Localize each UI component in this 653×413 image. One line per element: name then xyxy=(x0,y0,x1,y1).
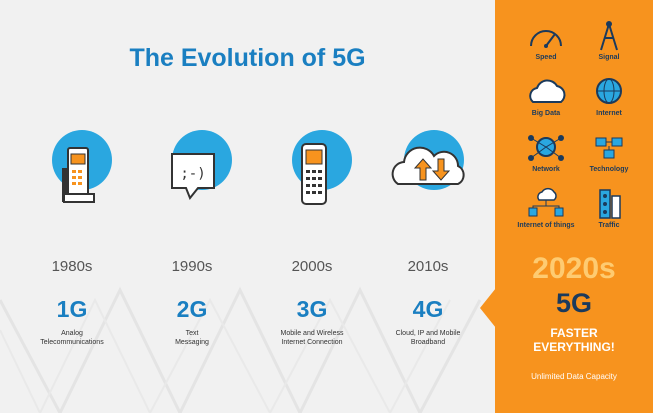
panel-year: 2020s xyxy=(532,252,616,285)
gen-3g: 3G xyxy=(296,296,328,322)
tagline-line-2: EVERYTHING! xyxy=(533,340,615,354)
feature-iot: Internet of things xyxy=(511,186,581,234)
era-2010s xyxy=(372,128,484,228)
5g-panel xyxy=(495,0,653,413)
desc-3g: Mobile and Wireless Internet Connection xyxy=(280,330,344,346)
cloud-sync-icon xyxy=(391,130,465,190)
traffic-icon xyxy=(599,189,621,219)
text-message-icon: ;-) xyxy=(171,130,232,200)
decade-1980s: 1980s xyxy=(51,258,93,275)
panel-5g: 5G xyxy=(555,288,593,318)
tagline-line-1: FASTER xyxy=(550,326,598,340)
desc-2g: Text Messaging xyxy=(175,330,209,346)
gen-4g: 4G xyxy=(412,296,444,322)
page-title: The Evolution of 5G xyxy=(129,44,366,72)
speedometer-icon xyxy=(530,30,562,48)
feature-signal: Signal xyxy=(574,18,644,66)
globe-icon xyxy=(596,78,622,104)
decade-2000s: 2000s xyxy=(291,258,333,275)
feature-network: Network xyxy=(511,130,581,178)
desc-1g: Analog Telecommunications xyxy=(40,330,104,346)
feature-big-data: Big Data xyxy=(511,74,581,122)
network-icon xyxy=(528,135,564,161)
era-1980s xyxy=(16,128,128,228)
gen-1g: 1G xyxy=(56,296,88,322)
svg-text:;-): ;-) xyxy=(180,166,205,182)
panel-tagline: FASTER EVERYTHING! xyxy=(495,326,653,354)
gen-2g: 2G xyxy=(176,296,208,322)
feature-speed: Speed xyxy=(511,18,581,66)
era-2000s xyxy=(256,128,368,228)
era-1990s: ;-) xyxy=(136,128,248,228)
panel-subtitle: Unlimited Data Capacity xyxy=(531,372,617,381)
technology-icon xyxy=(595,137,623,159)
iot-icon xyxy=(528,187,564,217)
big-data-icon xyxy=(529,79,566,103)
decade-1990s: 1990s xyxy=(171,258,213,275)
brick-phone-icon xyxy=(52,130,112,203)
mobile-phone-icon xyxy=(292,130,352,205)
signal-tower-icon xyxy=(600,21,618,51)
background-zigzag xyxy=(0,286,482,413)
feature-internet: Internet xyxy=(574,74,644,122)
feature-technology: Technology xyxy=(574,130,644,178)
desc-4g: Cloud, IP and Mobile Broadband xyxy=(395,330,461,346)
feature-traffic: Traffic xyxy=(574,186,644,234)
panel-arrow xyxy=(480,288,496,328)
decade-2010s: 2010s xyxy=(407,258,449,275)
